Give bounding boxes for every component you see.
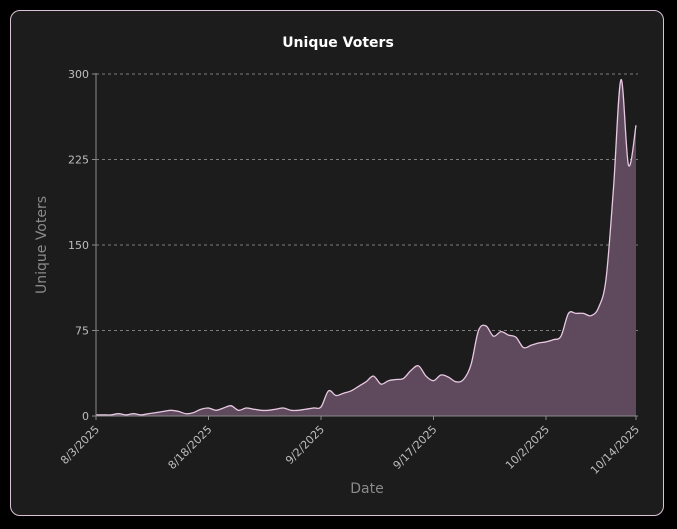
x-tick-label: 9/2/2025 xyxy=(283,423,327,467)
y-tick-label: 0 xyxy=(82,410,89,423)
series-line xyxy=(95,79,637,416)
y-tick-label: 75 xyxy=(75,325,89,338)
x-tick-label: 8/18/2025 xyxy=(166,423,215,472)
chart-card xyxy=(10,10,664,516)
series-area-fill xyxy=(96,79,636,416)
x-tick-label: 10/14/2025 xyxy=(588,423,642,477)
y-tick-label: 150 xyxy=(68,239,89,252)
x-tick-labels: 8/3/2025 8/18/2025 9/2/2025 9/17/2025 10/2/2… xyxy=(58,416,642,477)
series-area xyxy=(95,79,637,416)
y-tick-labels: 0 75 150 225 300 xyxy=(68,68,96,423)
y-axis-title: Unique Voters xyxy=(34,196,50,294)
y-tick-label: 225 xyxy=(68,154,89,167)
x-tick-label: 10/2/2025 xyxy=(503,423,552,472)
x-axis-title: Date xyxy=(350,481,383,497)
chart-title: Unique Voters xyxy=(282,35,394,51)
x-tick-label: 9/17/2025 xyxy=(391,423,440,472)
x-tick-label: 8/3/2025 xyxy=(58,423,102,467)
y-tick-label: 300 xyxy=(68,68,89,81)
gridlines xyxy=(96,73,638,331)
